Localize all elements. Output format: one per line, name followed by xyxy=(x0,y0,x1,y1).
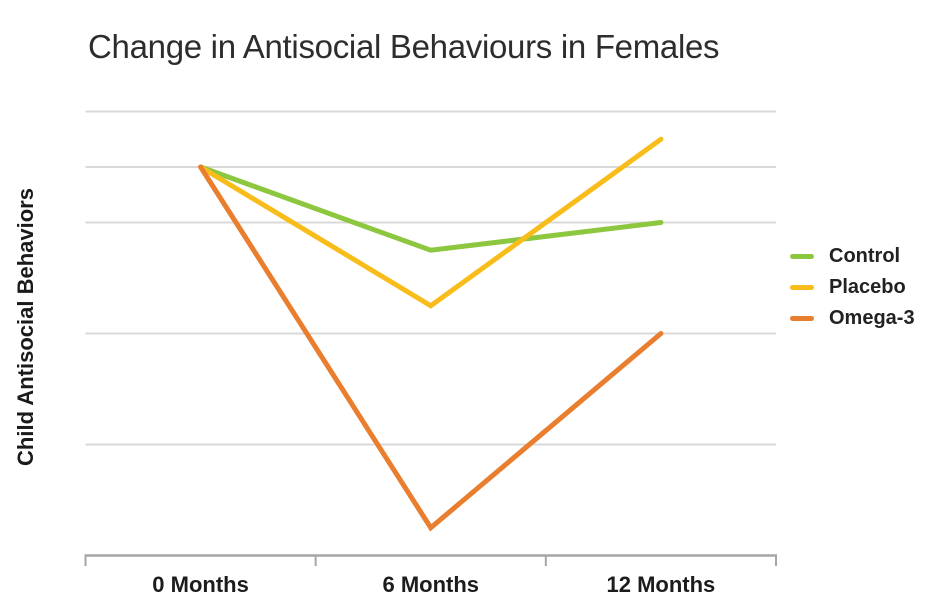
legend-swatch-icon xyxy=(790,254,814,259)
x-tick-label: 6 Months xyxy=(382,572,480,597)
legend-label: Omega-3 xyxy=(829,307,915,329)
legend: Control Placebo Omega-3 xyxy=(790,241,915,334)
x-tick-label: 0 Months xyxy=(152,572,249,597)
legend-item-omega-3: Omega-3 xyxy=(790,303,915,334)
x-tick-label: 12 Months xyxy=(606,572,716,597)
legend-item-control: Control xyxy=(790,241,915,272)
legend-label: Control xyxy=(829,245,901,267)
legend-swatch-icon xyxy=(790,316,814,321)
chart-title: Change in Antisocial Behaviours in Femal… xyxy=(88,28,720,65)
series-line-control xyxy=(198,164,664,253)
x-axis xyxy=(84,554,777,566)
series-lines xyxy=(198,136,664,532)
legend-label: Placebo xyxy=(829,276,906,298)
legend-item-placebo: Placebo xyxy=(790,272,915,303)
legend-swatch-icon xyxy=(790,285,814,290)
series-line-omega-3 xyxy=(198,164,664,532)
gridlines xyxy=(85,110,776,446)
series-line-placebo xyxy=(198,136,664,309)
x-axis-labels: 0 Months 6 Months 12 Months xyxy=(0,572,950,604)
